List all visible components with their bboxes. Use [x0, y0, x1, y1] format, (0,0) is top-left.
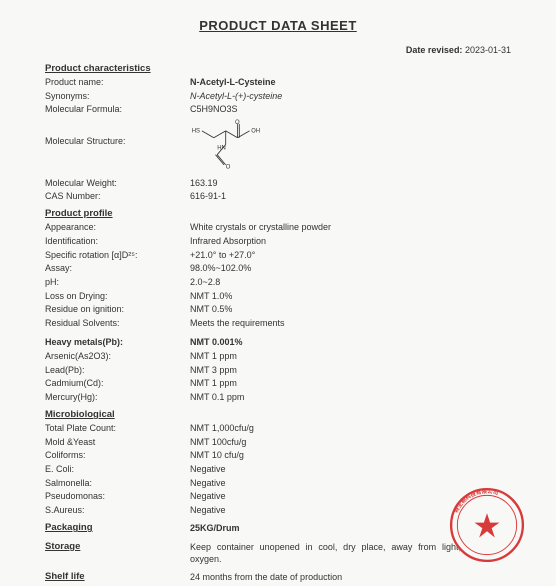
row-heavy-metals: Heavy metals(Pb): NMT 0.001%	[45, 336, 511, 348]
row-shelf: Shelf life 24 months from the date of pr…	[45, 571, 511, 584]
solvents-label: Residual Solvents:	[45, 317, 190, 329]
cadmium-label: Cadmium(Cd):	[45, 377, 190, 389]
row-cadmium: Cadmium(Cd): NMT 1 ppm	[45, 377, 511, 389]
ph-value: 2.0~2.8	[190, 276, 511, 288]
mold-value: NMT 100cfu/g	[190, 436, 511, 448]
structure-label: Molecular Structure:	[45, 117, 190, 147]
roi-value: NMT 0.5%	[190, 303, 511, 315]
cas-value: 616-91-1	[190, 190, 511, 202]
row-cas: CAS Number: 616-91-1	[45, 190, 511, 202]
mercury-value: NMT 0.1 ppm	[190, 391, 511, 403]
section-characteristics-heading: Product characteristics	[45, 63, 511, 74]
tpc-label: Total Plate Count:	[45, 422, 190, 434]
identification-value: Infrared Absorption	[190, 235, 511, 247]
atom-o: O	[235, 120, 240, 126]
mold-label: Mold &Yeast	[45, 436, 190, 448]
atom-hn: HN	[217, 146, 226, 152]
date-revised-row: Date revised: 2023-01-31	[45, 45, 511, 55]
row-mercury: Mercury(Hg): NMT 0.1 ppm	[45, 391, 511, 403]
section-micro-heading: Microbiological	[45, 409, 511, 420]
ecoli-label: E. Coli:	[45, 463, 190, 475]
saureus-label: S.Aureus:	[45, 504, 190, 516]
lod-value: NMT 1.0%	[190, 290, 511, 302]
solvents-value: Meets the requirements	[190, 317, 511, 329]
lod-label: Loss on Drying:	[45, 290, 190, 302]
row-ecoli: E. Coli: Negative	[45, 463, 511, 475]
coliforms-label: Coliforms:	[45, 449, 190, 461]
molecular-structure-svg: HS O OH HN O	[190, 117, 275, 172]
atom-o2: O	[226, 164, 231, 170]
row-salmonella: Salmonella: Negative	[45, 477, 511, 489]
svg-text:特生物科技有限公司: 特生物科技有限公司	[452, 487, 500, 514]
row-assay: Assay: 98.0%~102.0%	[45, 262, 511, 274]
arsenic-label: Arsenic(As2O3):	[45, 350, 190, 362]
row-lead: Lead(Pb): NMT 3 ppm	[45, 364, 511, 376]
row-formula: Molecular Formula: C5H9NO3S	[45, 103, 511, 115]
pseudomonas-label: Pseudomonas:	[45, 490, 190, 502]
synonyms-label: Synonyms:	[45, 90, 190, 102]
heavy-metals-value: NMT 0.001%	[190, 336, 511, 348]
row-pseudomonas: Pseudomonas: Negative	[45, 490, 511, 502]
rotation-value: +21.0° to +27.0°	[190, 249, 511, 261]
row-ph: pH: 2.0~2.8	[45, 276, 511, 288]
atom-hs: HS	[192, 129, 200, 135]
arsenic-value: NMT 1 ppm	[190, 350, 511, 362]
row-rotation: Specific rotation [α]D²⁵: +21.0° to +27.…	[45, 249, 511, 261]
coliforms-value: NMT 10 cfu/g	[190, 449, 511, 461]
salmonella-label: Salmonella:	[45, 477, 190, 489]
cas-label: CAS Number:	[45, 190, 190, 202]
stamp-text: 特生物科技有限公司	[452, 487, 500, 514]
structure-value: HS O OH HN O	[190, 117, 511, 175]
row-synonyms: Synonyms: N-Acetyl-L-(+)-cysteine	[45, 90, 511, 102]
row-solvents: Residual Solvents: Meets the requirement…	[45, 317, 511, 329]
storage-heading: Storage	[45, 541, 190, 565]
assay-value: 98.0%~102.0%	[190, 262, 511, 274]
document-title: PRODUCT DATA SHEET	[45, 18, 511, 33]
date-revised-label: Date revised:	[406, 45, 463, 55]
synonyms-value: N-Acetyl-L-(+)-cysteine	[190, 90, 511, 102]
row-coliforms: Coliforms: NMT 10 cfu/g	[45, 449, 511, 461]
lead-label: Lead(Pb):	[45, 364, 190, 376]
section-profile-heading: Product profile	[45, 208, 511, 219]
row-tpc: Total Plate Count: NMT 1,000cfu/g	[45, 422, 511, 434]
row-roi: Residue on ignition: NMT 0.5%	[45, 303, 511, 315]
tpc-value: NMT 1,000cfu/g	[190, 422, 511, 434]
row-appearance: Appearance: White crystals or crystallin…	[45, 221, 511, 233]
appearance-value: White crystals or crystalline powder	[190, 221, 511, 233]
lead-value: NMT 3 ppm	[190, 364, 511, 376]
product-name-label: Product name:	[45, 76, 190, 88]
rotation-label: Specific rotation [α]D²⁵:	[45, 249, 190, 261]
heavy-metals-label: Heavy metals(Pb):	[45, 336, 190, 348]
row-product-name: Product name: N-Acetyl-L-Cysteine	[45, 76, 511, 88]
shelf-value: 24 months from the date of production	[190, 571, 511, 584]
formula-value: C5H9NO3S	[190, 103, 511, 115]
row-packaging: Packaging 25KG/Drum	[45, 522, 511, 535]
ecoli-value: Negative	[190, 463, 511, 475]
mercury-label: Mercury(Hg):	[45, 391, 190, 403]
cadmium-value: NMT 1 ppm	[190, 377, 511, 389]
appearance-label: Appearance:	[45, 221, 190, 233]
date-revised-value: 2023-01-31	[465, 45, 511, 55]
identification-label: Identification:	[45, 235, 190, 247]
assay-label: Assay:	[45, 262, 190, 274]
row-mold: Mold &Yeast NMT 100cfu/g	[45, 436, 511, 448]
row-saureus: S.Aureus: Negative	[45, 504, 511, 516]
row-identification: Identification: Infrared Absorption	[45, 235, 511, 247]
shelf-heading: Shelf life	[45, 571, 190, 584]
packaging-heading: Packaging	[45, 522, 190, 535]
product-name-value: N-Acetyl-L-Cysteine	[190, 76, 511, 88]
company-stamp: 特生物科技有限公司	[448, 486, 526, 564]
roi-label: Residue on ignition:	[45, 303, 190, 315]
row-lod: Loss on Drying: NMT 1.0%	[45, 290, 511, 302]
row-mw: Molecular Weight: 163.19	[45, 177, 511, 189]
ph-label: pH:	[45, 276, 190, 288]
atom-oh: OH	[251, 129, 260, 135]
mw-value: 163.19	[190, 177, 511, 189]
formula-label: Molecular Formula:	[45, 103, 190, 115]
row-structure: Molecular Structure: HS O OH HN O	[45, 117, 511, 175]
row-storage: Storage Keep container unopened in cool,…	[45, 541, 511, 565]
row-arsenic: Arsenic(As2O3): NMT 1 ppm	[45, 350, 511, 362]
mw-label: Molecular Weight:	[45, 177, 190, 189]
